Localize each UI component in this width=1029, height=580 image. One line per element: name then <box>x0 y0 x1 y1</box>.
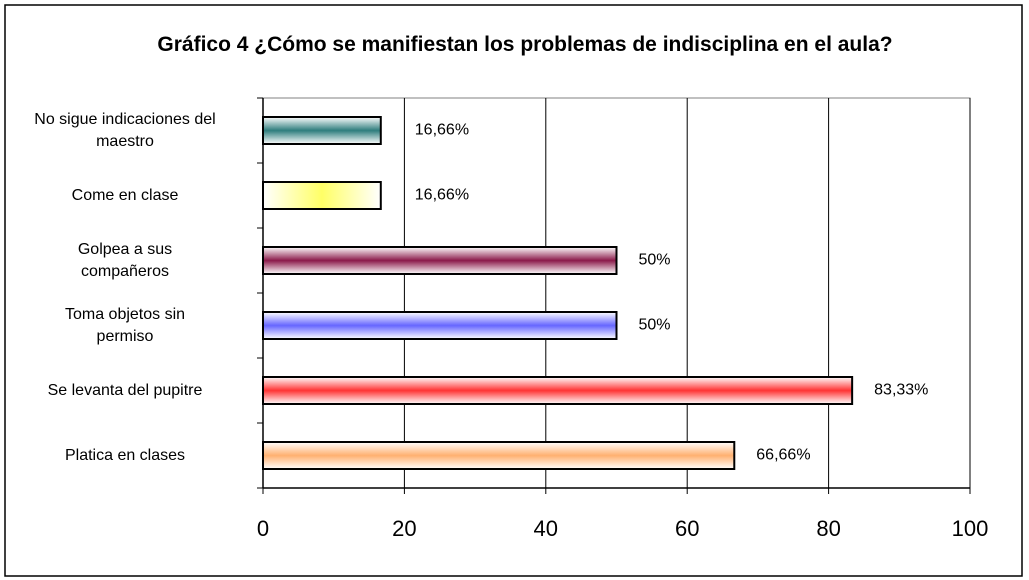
y-tick-label: Come en clase <box>71 186 179 204</box>
value-label: 50% <box>639 252 671 269</box>
bar <box>262 116 382 145</box>
x-tick-label: 80 <box>816 516 840 541</box>
value-label: 16,66% <box>415 187 469 204</box>
x-tick-label: 20 <box>392 516 416 541</box>
value-label: 83,33% <box>874 382 928 399</box>
x-tick-label: 100 <box>952 516 989 541</box>
chart-title: Gráfico 4 ¿Cómo se manifiestan los probl… <box>157 33 893 56</box>
value-label: 16,66% <box>415 122 469 139</box>
bar <box>262 376 854 405</box>
bar <box>262 441 736 470</box>
x-tick-label: 0 <box>257 516 269 541</box>
y-tick-label: Se levanta del pupitre <box>47 381 203 399</box>
chart-frame <box>4 4 1023 577</box>
y-tick-label: Golpea a sus compañeros <box>77 240 173 280</box>
x-tick-label: 40 <box>534 516 558 541</box>
bar <box>262 181 382 210</box>
value-label: 50% <box>639 317 671 334</box>
value-label: 66,66% <box>756 447 810 464</box>
x-tick-label: 60 <box>675 516 699 541</box>
y-tick-label: No sigue indicaciones del maestro <box>34 110 216 150</box>
bar <box>262 246 618 275</box>
y-tick-label: Toma objetos sin permiso <box>64 305 186 345</box>
y-tick-label: Platica en clases <box>64 446 186 464</box>
bar <box>262 311 618 340</box>
